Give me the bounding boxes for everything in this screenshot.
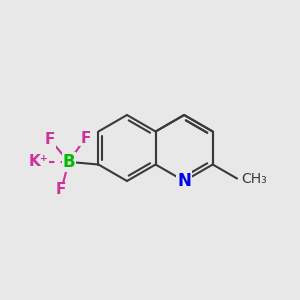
Text: CH₃: CH₃ [241, 172, 267, 185]
Text: B: B [62, 153, 75, 171]
Text: F: F [45, 132, 55, 147]
Text: K⁺: K⁺ [28, 154, 48, 169]
Text: F: F [80, 130, 91, 146]
Text: N: N [177, 172, 191, 190]
Text: F: F [56, 182, 66, 197]
